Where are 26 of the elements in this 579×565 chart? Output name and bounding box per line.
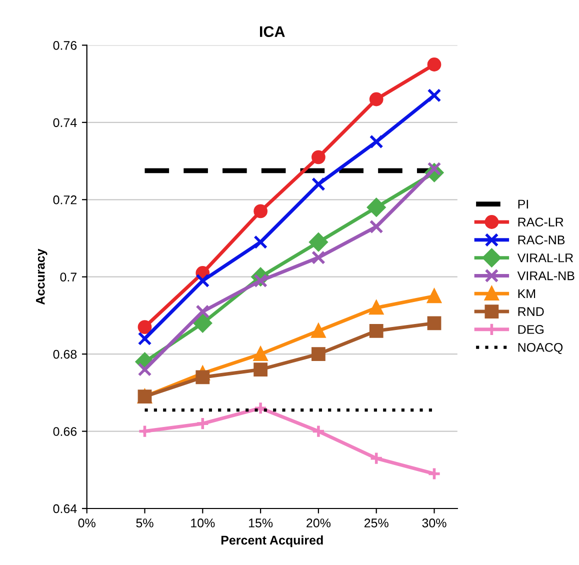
legend-label: NOACQ [518,342,563,354]
legend-label: RAC-LR [518,218,564,226]
x-axis-title: Percent Acquired [221,535,323,548]
x-tick-label: 15% [248,518,273,528]
legend-label: RND [518,307,544,316]
chart-title: ICA [260,26,285,38]
x-tick-label: 0% [78,518,96,528]
y-tick-label: 0.66 [53,427,77,436]
y-axis-title: Accuracy [36,248,48,305]
legend-label: VIRAL-LR [517,254,574,262]
x-tick-label: 30% [422,518,446,528]
x-tick-label: 20% [306,518,331,528]
x-tick-label: 10% [191,518,215,528]
legend-label: RAC-NB [518,236,565,244]
x-tick-label: 5% [136,518,154,528]
legend-label: KM [518,289,536,298]
legend-label: VIRAL-NB [517,271,574,280]
y-tick-label: 0.76 [53,41,77,50]
y-tick-label: 0.7 [60,272,76,282]
y-tick-label: 0.68 [53,350,77,359]
x-tick-label: 25% [364,518,388,528]
y-tick-label: 0.72 [53,195,77,204]
legend-label: DEG [518,325,544,334]
y-tick-label: 0.74 [53,118,77,128]
legend-label: PI [518,200,528,208]
y-tick-label: 0.64 [53,504,77,514]
